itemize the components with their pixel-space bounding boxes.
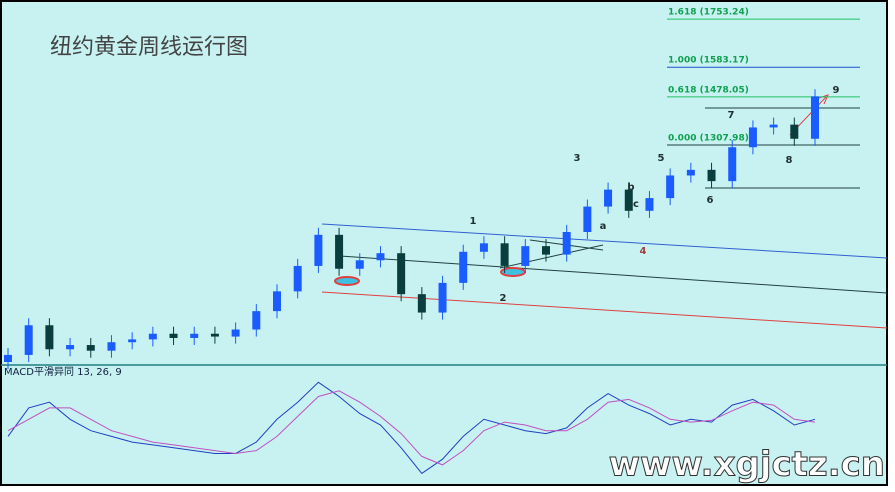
candle-body xyxy=(500,243,509,266)
macd-line xyxy=(7,381,816,475)
watermark: www.xgjctz.cn xyxy=(609,445,885,485)
candle-body xyxy=(397,253,406,295)
wave-label: b xyxy=(627,182,634,193)
wave-label: 3 xyxy=(574,153,581,164)
candle-body xyxy=(707,169,716,182)
marker xyxy=(334,276,360,286)
fib-label: 1.618 (1753.24) xyxy=(668,8,749,18)
wave-label: 7 xyxy=(728,110,735,121)
candle-body xyxy=(666,175,675,199)
candle-body xyxy=(728,147,737,182)
candle-body xyxy=(86,345,95,351)
candle-body xyxy=(4,354,12,362)
candle-body xyxy=(128,339,137,343)
trend-line xyxy=(321,291,888,329)
wave-label: 4 xyxy=(640,246,647,257)
trend-line xyxy=(321,223,888,259)
candle-body xyxy=(24,325,33,355)
candle-body xyxy=(645,198,654,211)
candle-body xyxy=(148,333,157,340)
wave-label: 8 xyxy=(786,155,793,166)
candle-body xyxy=(335,234,344,269)
candle-body xyxy=(210,333,219,337)
wave-label: 1 xyxy=(470,216,477,227)
macd-label: MACD平滑异同 13, 26, 9 xyxy=(4,366,122,378)
wave-label: 9 xyxy=(833,85,840,96)
wave-label: a xyxy=(600,221,607,232)
candle-body xyxy=(45,325,54,350)
chart-title: 纽约黄金周线运行图 xyxy=(50,35,248,60)
candle-body xyxy=(562,232,571,255)
trend-line xyxy=(499,244,604,269)
candle-body xyxy=(417,294,426,313)
candle-body xyxy=(231,329,240,337)
fib-label: 0.000 (1307.98) xyxy=(668,133,749,143)
candle-body xyxy=(314,234,323,266)
candle-body xyxy=(686,169,695,176)
candle-body xyxy=(107,342,116,351)
candle-body xyxy=(624,189,633,211)
candle-body xyxy=(273,291,281,312)
candle-body xyxy=(811,96,819,139)
candle-body xyxy=(521,246,530,266)
candle-body xyxy=(252,311,261,330)
candle-body xyxy=(438,282,447,313)
wave-label: 6 xyxy=(707,195,714,206)
candle-body xyxy=(748,127,757,148)
fib-label: 0.618 (1478.05) xyxy=(668,85,749,95)
candle-body xyxy=(790,124,799,139)
candle-body xyxy=(769,124,778,128)
candle-body xyxy=(542,246,550,255)
candle-body xyxy=(190,333,199,338)
candle-body xyxy=(604,189,613,207)
candle-body xyxy=(376,253,385,261)
candle-body xyxy=(355,260,364,269)
trend-line xyxy=(339,255,888,294)
wave-label: 5 xyxy=(658,153,665,164)
candle-body xyxy=(293,265,302,292)
macd-line xyxy=(7,390,816,466)
candle-body xyxy=(66,345,75,350)
candle-body xyxy=(169,333,178,338)
candle-body xyxy=(583,206,592,233)
wave-label: 2 xyxy=(500,293,507,304)
wave-label: c xyxy=(633,199,639,210)
fib-label: 1.000 (1583.17) xyxy=(668,56,749,66)
candle-body xyxy=(459,251,468,283)
candle-body xyxy=(479,243,488,252)
